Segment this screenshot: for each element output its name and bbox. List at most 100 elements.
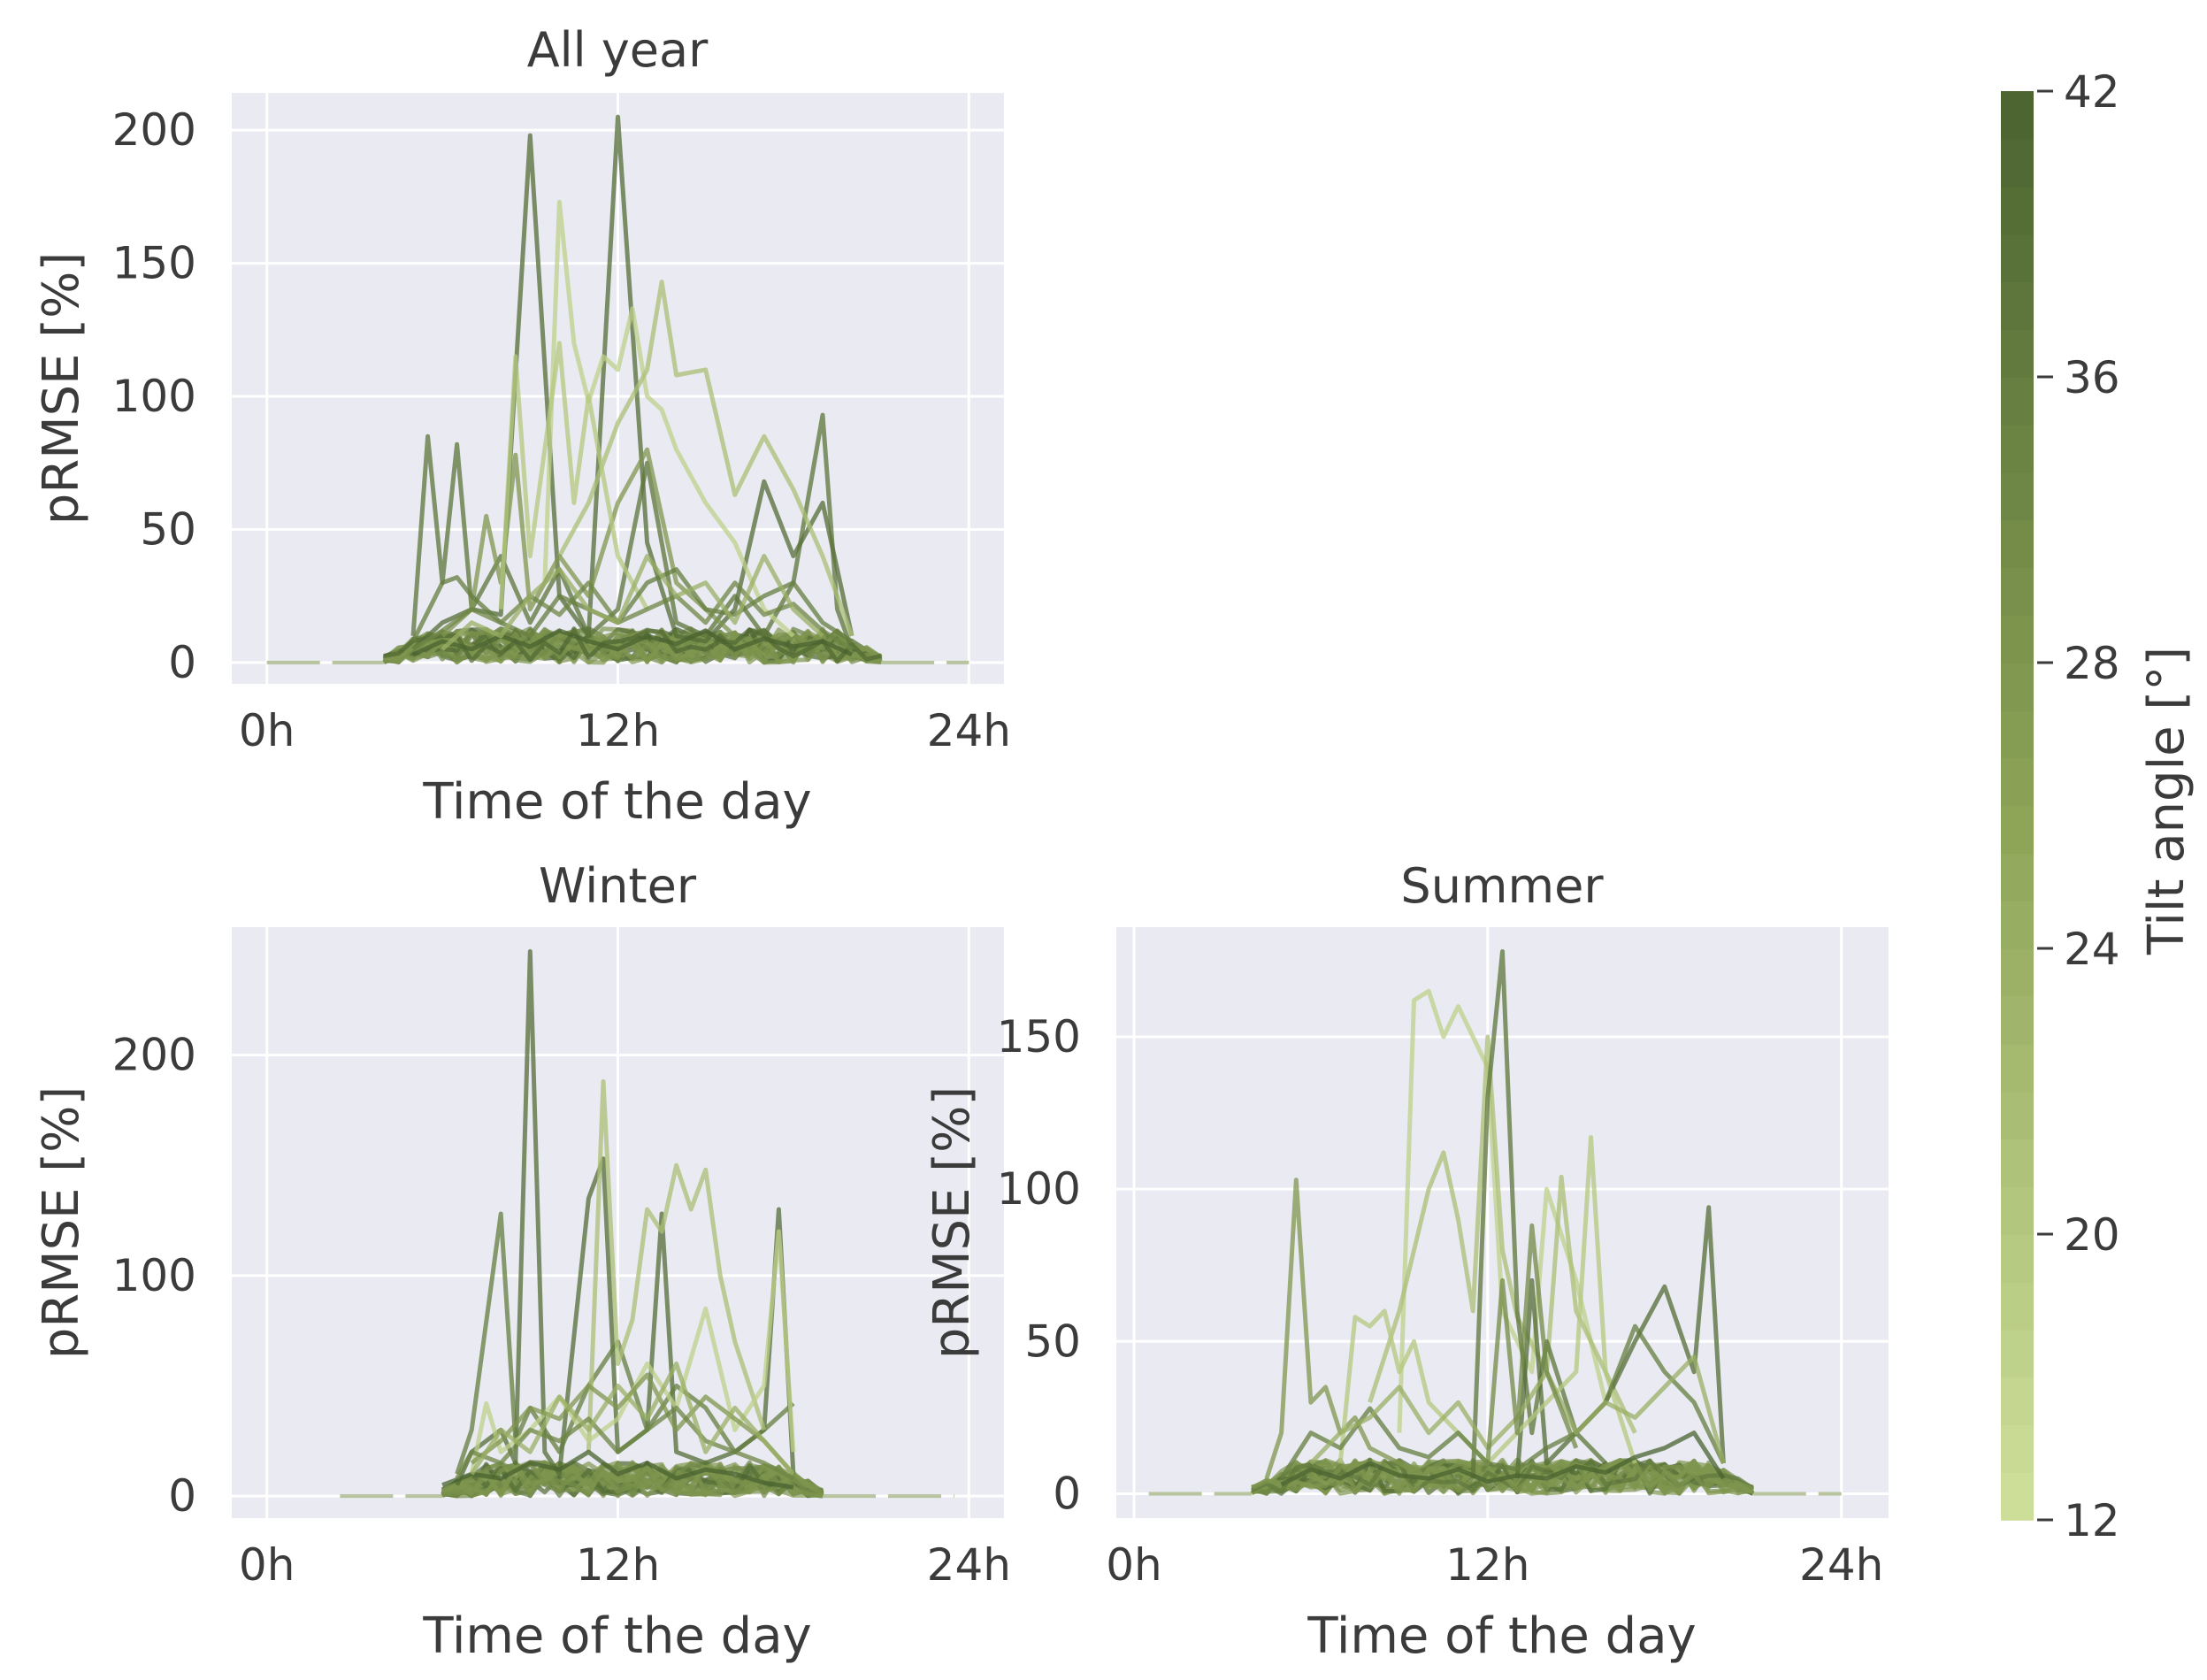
y-axis-label-summer: pRMSE [%]	[923, 1086, 981, 1359]
colorbar-band	[2001, 948, 2034, 997]
y-tick-label: 0	[168, 637, 196, 688]
colorbar-tick-label: 12	[2064, 1495, 2120, 1546]
series-line-6	[455, 1405, 795, 1481]
x-axis-label-winter: Time of the day	[422, 1607, 811, 1665]
colorbar-label: Tilt angle [°]	[2138, 647, 2196, 955]
background-series-line	[383, 627, 882, 664]
y-tick-label: 50	[140, 503, 196, 555]
x-tick-label: 24h	[927, 1539, 1011, 1591]
panel-all-year: 0h 12h 24h 0 50 100 150 200 All year Time of t…	[33, 22, 1011, 831]
y-tick-label: 200	[112, 1030, 196, 1081]
background-series-line	[441, 1461, 824, 1499]
yticks-summer: 0 50 100 150	[997, 1011, 1081, 1519]
y-tick-label: 100	[112, 1250, 196, 1301]
colorbar-tick-label: 24	[2064, 924, 2120, 975]
background-series-line	[1251, 1458, 1754, 1494]
colorbar-band	[2001, 472, 2034, 521]
colorbar-band	[2001, 519, 2034, 569]
series-line-8	[411, 628, 854, 657]
y-tick-label: 200	[112, 104, 196, 156]
y-tick-label: 100	[112, 371, 196, 422]
series-line-2	[542, 199, 795, 638]
colorbar-band	[2001, 1329, 2034, 1378]
colorbar-band	[2001, 1043, 2034, 1093]
colorbar-band	[2001, 757, 2034, 807]
chart-title-all-year: All year	[527, 22, 709, 78]
colorbar-band	[2001, 424, 2034, 473]
series-line-7	[411, 580, 854, 652]
series-line-7	[1280, 1431, 1726, 1487]
yticks-winter: 0 100 200	[112, 1030, 196, 1523]
y-tick-label: 150	[112, 238, 196, 289]
background-series-line	[441, 1461, 824, 1498]
colorbar-band	[2001, 186, 2034, 235]
colorbar-band	[2001, 567, 2034, 616]
x-axis-label-summer: Time of the day	[1307, 1607, 1696, 1665]
series-group-winter	[340, 948, 954, 1499]
y-axis-label-all-year: pRMSE [%]	[33, 252, 90, 525]
series-line-3	[557, 280, 854, 637]
y-tick-label: 0	[168, 1470, 196, 1522]
series-line-6	[1279, 1323, 1726, 1480]
chart-title-summer: Summer	[1400, 858, 1604, 914]
colorbar-bands	[2001, 91, 2034, 1521]
yticks-all-year: 0 50 100 150 200	[112, 104, 196, 688]
colorbar-tick-label: 28	[2064, 638, 2120, 689]
series-line-5	[498, 341, 649, 610]
colorbar-band	[2001, 1234, 2034, 1283]
series-line-7	[470, 1362, 795, 1476]
chart-title-winter: Winter	[539, 858, 697, 914]
x-tick-label: 12h	[1445, 1539, 1529, 1591]
x-tick-label: 24h	[927, 705, 1011, 756]
colorbar-band	[2001, 234, 2034, 283]
series-line-4	[470, 1372, 795, 1476]
x-tick-label: 24h	[1799, 1539, 1883, 1591]
xticks-summer: 0h 12h 24h	[1106, 1539, 1883, 1591]
series-line-9	[1485, 1223, 1579, 1464]
colorbar-band	[2001, 901, 2034, 949]
panel-summer: 0h 12h 24h 0 50 100 150 Summer Time of the da…	[923, 858, 1889, 1665]
series-line-1	[1368, 1034, 1637, 1434]
x-tick-label: 0h	[1106, 1539, 1162, 1591]
colorbar-band	[2001, 1281, 2034, 1331]
colorbar: 12 20 24 28 36 42 Tilt angle [°]	[2001, 66, 2196, 1546]
colorbar-band	[2001, 805, 2034, 855]
colorbar-band	[2001, 377, 2034, 426]
colorbar-band	[2001, 663, 2034, 711]
colorbar-tick-label: 36	[2064, 352, 2120, 403]
colorbar-tick-label: 20	[2064, 1209, 2120, 1261]
colorbar-band	[2001, 1377, 2034, 1426]
colorbar-band	[2001, 1139, 2034, 1187]
x-tick-label: 0h	[239, 1539, 295, 1591]
xticks-all-year: 0h 12h 24h	[239, 705, 1011, 756]
y-tick-label: 100	[997, 1163, 1081, 1215]
x-tick-label: 0h	[239, 705, 295, 756]
x-tick-label: 12h	[576, 1539, 660, 1591]
series-line-5	[441, 1449, 794, 1490]
colorbar-band	[2001, 281, 2034, 330]
colorbar-band	[2001, 1091, 2034, 1140]
series-group-summer	[1148, 949, 1842, 1496]
x-axis-label-all-year: Time of the day	[422, 773, 811, 831]
series-line-1	[455, 1211, 795, 1475]
colorbar-band	[2001, 995, 2034, 1045]
x-tick-label: 12h	[576, 705, 660, 756]
series-line-9	[441, 554, 824, 651]
colorbar-tick-label: 42	[2064, 66, 2120, 118]
colorbar-ticks: 12 20 24 28 36 42	[2037, 66, 2120, 1546]
y-tick-label: 150	[997, 1011, 1081, 1062]
series-line-2	[586, 1079, 767, 1453]
colorbar-band	[2001, 91, 2034, 140]
colorbar-band	[2001, 710, 2034, 759]
colorbar-band	[2001, 1186, 2034, 1235]
xticks-winter: 0h 12h 24h	[239, 1539, 1011, 1591]
y-tick-label: 50	[1024, 1316, 1081, 1367]
colorbar-band	[2001, 138, 2034, 188]
series-line-3	[1264, 1178, 1430, 1481]
series-line-4	[1514, 1205, 1726, 1479]
series-group-all-year	[266, 114, 969, 665]
colorbar-band	[2001, 853, 2034, 901]
y-tick-label: 0	[1053, 1468, 1081, 1519]
